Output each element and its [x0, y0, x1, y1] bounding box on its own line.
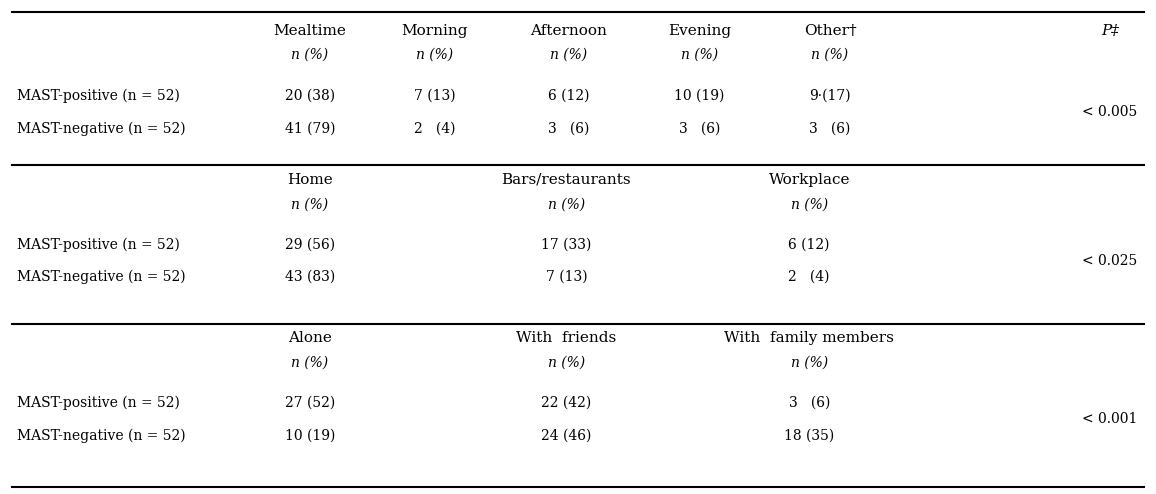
Text: < 0.001: < 0.001 [1082, 412, 1138, 426]
Text: 3   (6): 3 (6) [788, 396, 830, 410]
Text: 22 (42): 22 (42) [541, 396, 592, 410]
Text: n (%): n (%) [291, 48, 328, 62]
Text: 3   (6): 3 (6) [548, 122, 590, 135]
Text: MAST-positive (n = 52): MAST-positive (n = 52) [17, 237, 180, 252]
Text: 9·(17): 9·(17) [809, 88, 851, 102]
Text: MAST-positive (n = 52): MAST-positive (n = 52) [17, 395, 180, 410]
Text: 10 (19): 10 (19) [674, 88, 725, 102]
Text: 20 (38): 20 (38) [284, 88, 335, 102]
Text: n (%): n (%) [550, 48, 587, 62]
Text: Evening: Evening [668, 24, 731, 38]
Text: 2   (4): 2 (4) [788, 270, 830, 284]
Text: Afternoon: Afternoon [531, 24, 607, 38]
Text: 6 (12): 6 (12) [548, 88, 590, 102]
Text: 18 (35): 18 (35) [784, 429, 835, 443]
Text: 27 (52): 27 (52) [284, 396, 335, 410]
Text: n (%): n (%) [791, 356, 828, 370]
Text: Workplace: Workplace [769, 173, 850, 187]
Text: MAST-negative (n = 52): MAST-negative (n = 52) [17, 428, 186, 443]
Text: With  friends: With friends [517, 331, 616, 345]
Text: Alone: Alone [288, 331, 332, 345]
Text: 29 (56): 29 (56) [284, 238, 335, 251]
Text: 3   (6): 3 (6) [809, 122, 851, 135]
Text: 3   (6): 3 (6) [679, 122, 720, 135]
Text: n (%): n (%) [291, 198, 328, 211]
Text: Mealtime: Mealtime [273, 24, 347, 38]
Text: P‡: P‡ [1101, 24, 1119, 38]
Text: Bars/restaurants: Bars/restaurants [502, 173, 631, 187]
Text: n (%): n (%) [548, 356, 585, 370]
Text: 7 (13): 7 (13) [546, 270, 587, 284]
Text: n (%): n (%) [791, 198, 828, 211]
Text: MAST-positive (n = 52): MAST-positive (n = 52) [17, 88, 180, 103]
Text: Home: Home [287, 173, 333, 187]
Text: 2   (4): 2 (4) [414, 122, 455, 135]
Text: 7 (13): 7 (13) [414, 88, 455, 102]
Text: Other†: Other† [803, 24, 857, 38]
Text: n (%): n (%) [291, 356, 328, 370]
Text: Morning: Morning [401, 24, 468, 38]
Text: n (%): n (%) [548, 198, 585, 211]
Text: 10 (19): 10 (19) [284, 429, 335, 443]
Text: < 0.025: < 0.025 [1082, 253, 1138, 268]
Text: < 0.005: < 0.005 [1082, 105, 1138, 119]
Text: 24 (46): 24 (46) [541, 429, 592, 443]
Text: n (%): n (%) [416, 48, 453, 62]
Text: With  family members: With family members [725, 331, 894, 345]
Text: n (%): n (%) [681, 48, 718, 62]
Text: 41 (79): 41 (79) [284, 122, 335, 135]
Text: MAST-negative (n = 52): MAST-negative (n = 52) [17, 269, 186, 284]
Text: n (%): n (%) [812, 48, 849, 62]
Text: MAST-negative (n = 52): MAST-negative (n = 52) [17, 121, 186, 136]
Text: 6 (12): 6 (12) [788, 238, 830, 251]
Text: 43 (83): 43 (83) [284, 270, 335, 284]
Text: 17 (33): 17 (33) [541, 238, 592, 251]
